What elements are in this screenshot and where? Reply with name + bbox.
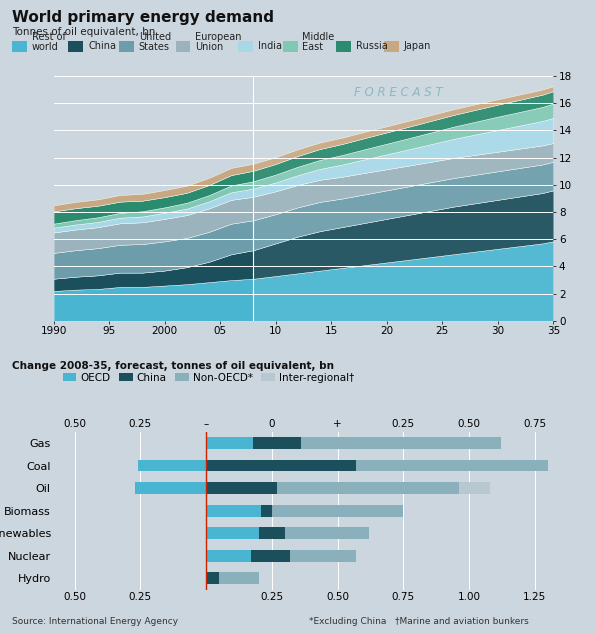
Bar (206, 573, 220, 584)
Bar (206, 460, 356, 472)
Bar (253, 437, 301, 449)
Text: India: India (258, 41, 281, 51)
Bar (261, 505, 272, 517)
Text: World primary energy demand: World primary energy demand (12, 10, 274, 25)
Bar (206, 550, 251, 562)
Text: Tonnes of oil equivalent, bn: Tonnes of oil equivalent, bn (12, 27, 155, 37)
Text: Union: Union (195, 42, 223, 52)
Bar (206, 505, 261, 517)
Text: European: European (195, 32, 242, 42)
Bar (459, 482, 490, 494)
Bar (137, 460, 206, 472)
Legend: OECD, China, Non-OECD*, Inter-regional†: OECD, China, Non-OECD*, Inter-regional† (59, 368, 358, 387)
Bar (277, 482, 459, 494)
Bar (301, 437, 501, 449)
Bar (285, 527, 369, 539)
Text: Middle: Middle (302, 32, 334, 42)
Text: Rest of: Rest of (32, 32, 65, 42)
Bar (220, 573, 259, 584)
Text: Japan: Japan (403, 41, 431, 51)
Text: States: States (139, 42, 170, 52)
Bar (206, 482, 277, 494)
Text: F O R E C A S T: F O R E C A S T (353, 86, 442, 99)
Text: *Excluding China   †Marine and aviation bunkers: *Excluding China †Marine and aviation bu… (309, 618, 529, 626)
Bar (251, 550, 290, 562)
Bar (290, 550, 356, 562)
Text: Source: International Energy Agency: Source: International Energy Agency (12, 618, 178, 626)
Bar (135, 482, 206, 494)
Bar (253, 76, 553, 321)
Text: United: United (139, 32, 171, 42)
Text: world: world (32, 42, 58, 52)
Bar (272, 505, 403, 517)
Bar (206, 527, 259, 539)
Text: Change 2008-35, forecast, tonnes of oil equivalent, bn: Change 2008-35, forecast, tonnes of oil … (12, 361, 334, 372)
Bar (206, 437, 253, 449)
Text: China: China (88, 41, 116, 51)
Text: East: East (302, 42, 324, 52)
Bar (259, 527, 285, 539)
Bar (356, 460, 548, 472)
Text: Russia: Russia (356, 41, 387, 51)
